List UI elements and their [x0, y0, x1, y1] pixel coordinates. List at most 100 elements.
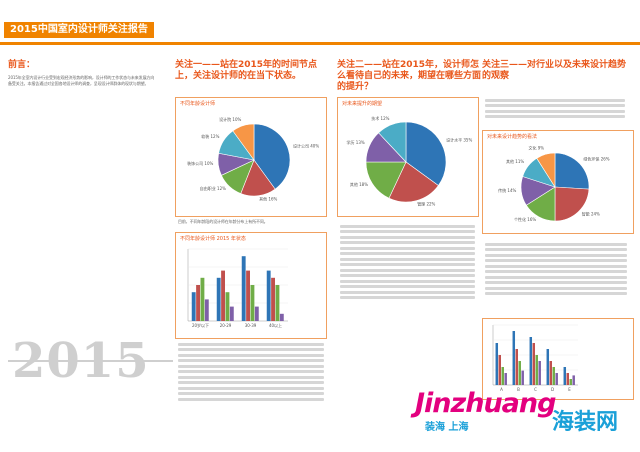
bar	[196, 285, 200, 321]
intro-heading: 前言：	[8, 60, 36, 70]
bar	[552, 367, 555, 385]
pie-label: 学历 13%	[347, 139, 365, 145]
x-tick-label: C	[534, 387, 537, 392]
bar	[532, 343, 535, 385]
bar	[555, 373, 558, 385]
pie-slice	[536, 152, 556, 189]
intro-text: 2015年全室内设计行业受到宏观经济形势的影响，设计师的工作状态与未来发展方向备…	[8, 75, 155, 86]
bar	[271, 277, 275, 321]
pie-label: 装饰公司 10%	[187, 160, 213, 166]
section1-bar-box: 不同年龄设计师 2015 年状态 20岁以下 20-29 30-39 40以上	[175, 232, 327, 339]
bar	[518, 361, 521, 385]
section2-heading: 关注二——站在2015年，设计师怎么看待自己的未来，期望在哪些方面的提升？	[337, 60, 482, 92]
bar	[229, 306, 234, 321]
section3-pie-box: 对未来设计趋势的看法 绿色环保 26% 智能 24% 个性化 16% 传统 14% 其他…	[482, 130, 634, 234]
pie-label: 设计公司 40%	[293, 142, 319, 148]
pie-slice	[405, 121, 447, 186]
pie-label: 其他 16%	[259, 196, 277, 202]
pie-label: 技术 12%	[371, 115, 389, 121]
pie-label: 其他 18%	[350, 181, 368, 187]
pie-slice	[554, 152, 590, 190]
pie-label: 传统 14%	[498, 187, 516, 193]
pie-label: 智能 24%	[582, 210, 600, 216]
bar	[521, 370, 524, 385]
section3-pie-title: 对未来设计趋势的看法	[487, 134, 538, 140]
section3-bar-chart: A B C D E	[492, 324, 578, 392]
watermark-logo: Jinzhuang	[415, 388, 556, 419]
section1-body-lines	[178, 340, 324, 403]
x-tick-label: 40以上	[269, 322, 282, 328]
section3-pie-chart: 绿色环保 26% 智能 24% 个性化 16% 传统 14% 其他 11% 文化 9%	[498, 145, 610, 223]
bar	[529, 337, 533, 385]
bar	[216, 277, 221, 321]
bar	[501, 367, 504, 385]
year-rule	[8, 360, 173, 362]
top-band	[0, 0, 640, 20]
bar	[498, 355, 501, 385]
bar	[241, 256, 246, 321]
x-tick-label: 30-39	[245, 323, 257, 328]
section1-pie-box: 不同年龄设计师 设计公司 40% 其他 16% 自由职业 12% 装饰公司 10% 软装…	[175, 97, 327, 217]
bar	[266, 270, 271, 321]
pie-slice	[365, 161, 407, 199]
pie-label: 管理 22%	[417, 201, 435, 207]
section1-pie-title: 不同年龄设计师	[180, 101, 216, 107]
pie-label: 绿色环保 26%	[583, 155, 609, 161]
bar	[512, 331, 516, 385]
bar	[515, 349, 518, 385]
section3-column: 关注三——对行业以及未来设计趋势的观察	[482, 60, 632, 82]
watermark-sub: 装海 上海	[425, 422, 469, 433]
bar	[569, 379, 572, 385]
x-tick-label: B	[517, 387, 520, 392]
section1-column: 关注一——站在2015年的时间节点上，关注设计师的在当下状态。	[175, 60, 325, 82]
pie-label: 自由职业 12%	[200, 185, 226, 191]
bar	[225, 292, 230, 321]
pie-slice	[253, 123, 291, 190]
pie-label: 个性化 16%	[514, 216, 536, 222]
section3-heading: 关注三——对行业以及未来设计趋势的观察	[482, 60, 627, 81]
section3-intro-lines	[485, 96, 625, 121]
page-title: 2015中国室内设计师关注报告	[4, 22, 154, 38]
section2-pie-title: 对未来提升的期望	[342, 101, 383, 107]
pie-slice	[378, 121, 407, 163]
intro-column: 前言： 2015年全室内设计行业受到宏观经济形势的影响，设计师的工作状态与未来发…	[8, 60, 158, 225]
bar	[504, 373, 507, 385]
x-tick-label: E	[568, 387, 571, 392]
section2-body-lines	[340, 222, 475, 302]
section3-body-lines	[485, 240, 627, 298]
bar	[250, 285, 255, 321]
bar	[495, 343, 499, 385]
bar	[200, 277, 205, 321]
bar	[279, 313, 284, 321]
bar	[549, 361, 552, 385]
pie-label: 设计水平 35%	[446, 137, 472, 143]
pie-slice	[554, 186, 590, 222]
bar	[563, 367, 567, 385]
bar	[535, 355, 538, 385]
section1-bar-chart: 20岁以下 20-29 30-39 40以上	[187, 248, 288, 328]
x-tick-label: 20-29	[220, 323, 232, 328]
bar	[572, 375, 575, 385]
pie-label: 设计院 10%	[219, 116, 241, 122]
title-rule	[0, 42, 640, 45]
bar	[566, 373, 569, 385]
x-tick-label: 20岁以下	[192, 322, 209, 328]
bar	[246, 270, 250, 321]
bar	[275, 285, 280, 321]
pie-label: 文化 9%	[528, 145, 544, 151]
pie-label: 其他 11%	[506, 158, 524, 164]
section2-pie-chart: 设计水平 35% 管理 22% 其他 18% 学历 13% 技术 12%	[347, 115, 473, 207]
x-tick-label: A	[500, 387, 503, 392]
bar	[191, 292, 196, 321]
pie-label: 软装 12%	[201, 133, 219, 139]
section3-bar-box: A B C D E	[482, 318, 634, 400]
bar	[221, 270, 225, 321]
watermark-cn: 海装网	[552, 410, 619, 435]
section2-pie-box: 对未来提升的期望 设计水平 35% 管理 22% 其他 18% 学历 13% 技术 12…	[337, 97, 479, 217]
bar	[254, 306, 259, 321]
section2-column: 关注二——站在2015年，设计师怎么看待自己的未来，期望在哪些方面的提升？	[337, 60, 482, 93]
section1-heading: 关注一——站在2015年的时间节点上，关注设计师的在当下状态。	[175, 60, 318, 81]
bar	[204, 299, 209, 321]
section1-caption: 目前，不同年龄段的设计师在年龄分布上有所不同。	[178, 219, 268, 224]
